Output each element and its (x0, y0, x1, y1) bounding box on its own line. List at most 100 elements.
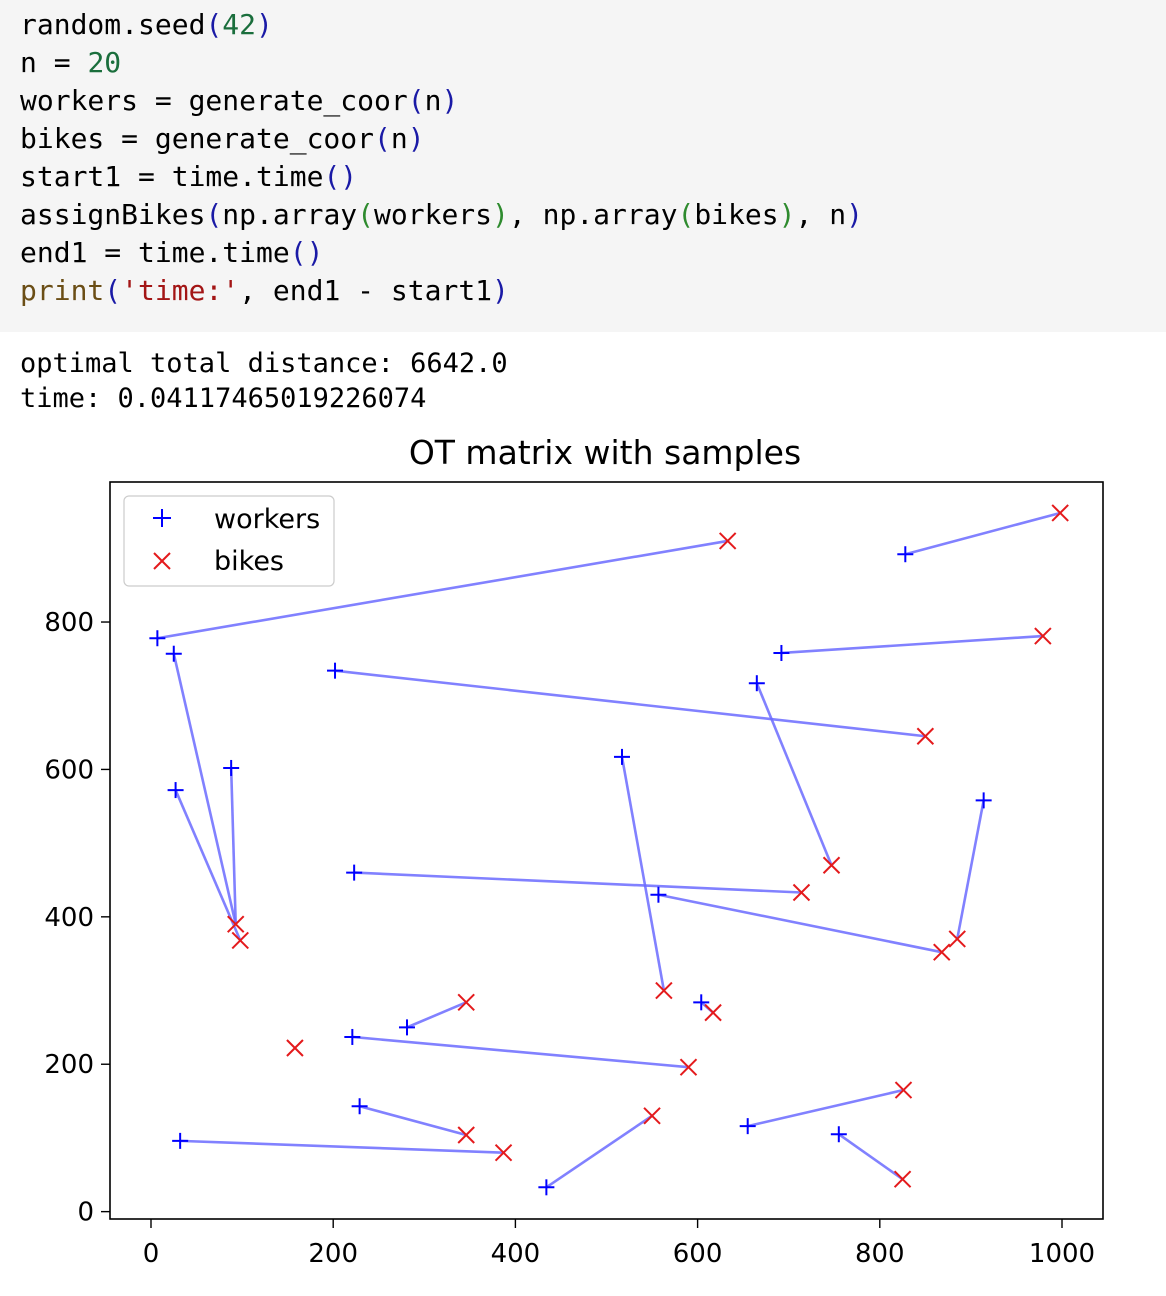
code-token: workers (374, 198, 493, 231)
bike-point (704, 1003, 722, 1022)
bike-marker-b (679, 1058, 698, 1076)
bike-point (718, 532, 737, 550)
bike-point (457, 1126, 475, 1144)
code-token: print (20, 274, 105, 307)
assignment-line (545, 1114, 653, 1189)
code-token: start1 = time.time (20, 160, 324, 193)
bike-marker-b (718, 532, 737, 550)
worker-point (398, 1019, 415, 1036)
y-tick-label: 0 (77, 1198, 94, 1228)
x-tick-label: 800 (855, 1239, 905, 1269)
code-line: random.seed(42) (20, 6, 863, 44)
worker-point (613, 748, 630, 765)
code-token: bikes = generate_coor (20, 122, 375, 155)
legend-box (123, 495, 335, 587)
code-cell[interactable]: random.seed(42) n = 20 workers = generate_… (0, 0, 1166, 332)
assignment-line (955, 800, 985, 940)
bike-point (286, 1039, 304, 1057)
code-token: n = (20, 46, 88, 79)
assignment-line (620, 756, 666, 991)
plot-frame (109, 481, 1104, 1220)
code-token: () (323, 160, 358, 193)
code-token: ( (104, 274, 122, 307)
assignment-line (406, 1001, 467, 1029)
output-line: optimal total distance: 6642.0 (20, 348, 508, 379)
assignment-line (747, 1088, 904, 1128)
legend: workers bikes (123, 495, 335, 587)
bike-marker-b (704, 1003, 722, 1022)
x-tick-label: 400 (491, 1239, 541, 1269)
assignment-lines (157, 511, 1061, 1189)
code-token: ( (374, 122, 391, 155)
code-token: random.seed (20, 8, 206, 41)
worker-point (693, 994, 710, 1011)
bike-marker-b (231, 931, 249, 950)
worker-point (830, 1126, 847, 1143)
worker-point (172, 1132, 189, 1149)
x-tick-label: 200 (308, 1239, 358, 1269)
axes: 0 200 400 600 800 1000 0 200 400 600 800 (44, 608, 1095, 1269)
code-token: n (424, 84, 442, 117)
sample-points (149, 504, 1069, 1196)
bike-point (948, 930, 966, 948)
code-editor[interactable]: random.seed(42) n = 20 workers = generate_… (20, 6, 863, 310)
code-token: ) (256, 8, 273, 41)
code-token: ( (357, 198, 375, 231)
code-token: 42 (222, 8, 257, 41)
bike-marker-b (227, 915, 245, 933)
bike-marker-b (1051, 504, 1069, 522)
bike-marker-b (916, 727, 935, 745)
bike-point (1051, 504, 1069, 522)
chart-title: OT matrix with samples (409, 433, 801, 472)
worker-point (538, 1179, 555, 1196)
bike-marker-b (1034, 627, 1052, 645)
bike-marker-b (286, 1039, 304, 1057)
legend-workers-label: workers (214, 504, 320, 535)
code-token: ) (778, 198, 796, 231)
assignment-line (658, 893, 943, 954)
bike-marker-b (655, 981, 673, 1000)
bike-marker-b (792, 883, 811, 902)
bike-point (231, 931, 249, 950)
bike-point (643, 1107, 661, 1125)
bike-point (933, 943, 951, 961)
assignment-line (354, 871, 802, 894)
code-token: ( (677, 198, 695, 231)
worker-point (346, 864, 363, 881)
x-tick-label: 600 (673, 1239, 723, 1269)
bike-point (822, 856, 841, 874)
bike-point (227, 915, 245, 933)
bike-marker-b (893, 1170, 912, 1188)
bike-point (494, 1143, 513, 1162)
code-token: n (390, 122, 408, 155)
code-line: start1 = time.time() (20, 158, 863, 196)
code-token: ) (492, 198, 509, 231)
assignment-line (352, 1035, 689, 1069)
code-token: ( (205, 8, 223, 41)
code-token: ) (407, 122, 425, 155)
assignment-line (904, 511, 1061, 556)
bike-marker-b (643, 1107, 661, 1125)
code-line: end1 = time.time() (20, 234, 863, 272)
code-line: n = 20 (20, 44, 863, 82)
assignment-line (334, 669, 926, 738)
code-token: ( (205, 198, 223, 231)
assignment-line (838, 1133, 904, 1181)
bike-point (1034, 627, 1052, 645)
x-tick-label: 1000 (1029, 1239, 1095, 1269)
code-token: , n (795, 198, 847, 231)
code-token: , np.array (508, 198, 678, 231)
ot-matrix-chart: OT matrix with samples 0 200 400 600 800 1000… (44, 433, 1104, 1269)
code-token: ) (492, 274, 509, 307)
worker-point (149, 630, 166, 647)
bike-point (679, 1058, 698, 1076)
code-token: bikes (694, 198, 779, 231)
code-token: () (289, 236, 324, 269)
bike-point (457, 993, 475, 1012)
code-line: bikes = generate_coor(n) (20, 120, 863, 158)
code-line: assignBikes(np.array(workers), np.array(… (20, 196, 863, 234)
code-token: ) (846, 198, 863, 231)
worker-point (351, 1098, 368, 1115)
y-tick-label: 200 (44, 1050, 94, 1080)
worker-point (327, 662, 344, 679)
